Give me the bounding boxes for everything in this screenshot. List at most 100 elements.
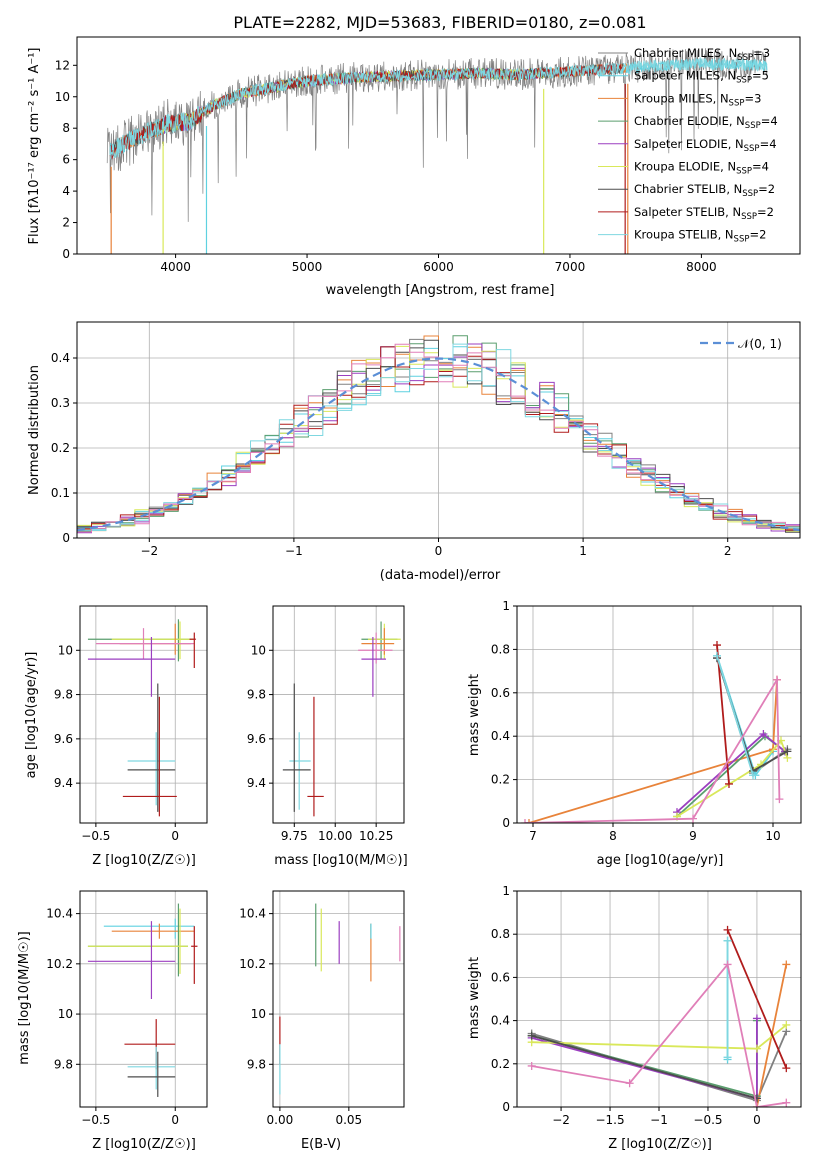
data-layer	[106, 48, 768, 254]
normal-reference-curve	[77, 357, 800, 532]
y-tick-label: 0.2	[51, 441, 70, 455]
spectrum-ylabel: Flux [fλ10⁻¹⁷ erg cm⁻² s⁻¹ A⁻¹]	[27, 48, 42, 245]
x-tick-label: −0.5	[81, 1113, 110, 1127]
mass-weight-vs-age-xlabel: age [log10(age/yr)]	[597, 853, 724, 868]
mass-weight-marker	[625, 1079, 634, 1088]
mass-weight-marker	[752, 1014, 761, 1023]
x-tick-label: 6000	[423, 260, 454, 274]
y-tick-label: 0.8	[491, 642, 510, 656]
mass-weight-marker	[521, 819, 529, 823]
legend-entry: Salpeter MILES, NSSP=5	[634, 69, 769, 86]
x-tick-label: 5000	[292, 260, 323, 274]
legend-entry: Kroupa STELIB, NSSP=2	[634, 228, 766, 245]
x-tick-label: 7	[529, 829, 537, 843]
x-tick-label: 0	[171, 829, 179, 843]
y-tick-label: 8	[62, 121, 70, 135]
y-tick-label: 0	[502, 816, 510, 830]
mass-weight-marker	[759, 730, 768, 739]
axes-frame	[79, 890, 208, 1108]
legend-entry: Salpeter ELODIE, NSSP=4	[634, 137, 777, 154]
legend-entry: Chabrier STELIB, NSSP=2	[634, 182, 775, 199]
histogram-series-9	[77, 343, 800, 533]
x-tick-label: 10.00	[318, 829, 352, 843]
mass-weight-marker	[725, 779, 733, 788]
mass-weight-vs-age-panel: 7 8 9 10 0 0.2 0.4 0.6 0.8 1	[491, 599, 802, 843]
mass-weight-line-2	[528, 679, 778, 823]
age-vs-Z-xlabel: Z [log10(Z/Z☉)]	[92, 853, 196, 868]
mass-vs-Z-panel: −0.5 0 9.8 10 10.2 10.4	[46, 890, 208, 1127]
mass-weight-marker	[749, 771, 757, 780]
mass-weight-marker	[782, 1098, 791, 1107]
mass-weight-line-6	[531, 1034, 758, 1100]
y-tick-label: 0.6	[491, 686, 510, 700]
data-layer	[279, 903, 401, 1095]
figure-title: PLATE=2282, MJD=53683, FIBERID=0180, z=0…	[233, 13, 646, 32]
mass-weight-line-9	[524, 676, 781, 823]
mass-weight-marker	[527, 1031, 536, 1040]
mass-weight-marker	[723, 925, 732, 934]
x-tick-label: 10	[765, 829, 780, 843]
x-tick-label: 10.25	[359, 829, 393, 843]
x-tick-label: −0.5	[81, 829, 110, 843]
x-tick-label: 0	[435, 544, 443, 558]
mass-weight-line-8	[716, 655, 754, 776]
mass-weight-line-5	[676, 738, 789, 818]
axes-frame	[272, 605, 405, 824]
data-layer	[527, 925, 791, 1107]
mass-weight-line-3	[531, 1020, 758, 1098]
spectrum-line-0	[106, 48, 768, 222]
x-tick-label: 1	[579, 544, 587, 558]
y-tick-label: 10.2	[46, 957, 73, 971]
y-tick-label: 2	[62, 216, 70, 230]
y-tick-label: 1	[502, 884, 510, 898]
mass-weight-marker	[752, 1103, 761, 1107]
y-tick-label: 0	[62, 531, 70, 545]
y-tick-label: 9.8	[54, 688, 73, 702]
mass-weight-marker	[723, 960, 732, 969]
x-tick-label: 2	[724, 544, 732, 558]
y-tick-label: 10.2	[239, 957, 266, 971]
x-tick-label: 0.05	[335, 1113, 362, 1127]
y-tick-label: 0.1	[51, 486, 70, 500]
mass-vs-Z-ylabel: mass [log10(M/M☉)]	[17, 931, 32, 1064]
data-layer	[521, 641, 792, 823]
x-tick-label: −1.5	[595, 1113, 624, 1127]
x-tick-label: 0.00	[267, 1113, 294, 1127]
y-tick-label: 4	[62, 184, 70, 198]
mass-weight-vs-Z-ylabel: mass weight	[467, 957, 482, 1039]
histogram-ylabel: Normed distribution	[27, 365, 42, 495]
mass-weight-marker	[525, 819, 533, 823]
y-tick-label: 10.4	[239, 907, 266, 921]
histogram-panel: −2 −1 0 1 200.10.20.30.4 (data-model)/error …	[27, 321, 801, 583]
y-tick-label: 10	[251, 643, 266, 657]
histogram-plot-area: −2 −1 0 1 2 0 0.1 0.2 0.3 0.4	[51, 321, 801, 558]
mass-weight-vs-Z-panel: −2 −1.5 −1 −0.5 0 0 0.2 0.4 0.6 0.8 1	[491, 884, 802, 1127]
mass-weight-marker	[782, 1020, 791, 1029]
x-tick-label: −0.5	[693, 1113, 722, 1127]
legend-entry: Chabrier ELODIE, NSSP=4	[634, 114, 778, 131]
y-tick-label: 10	[251, 1007, 266, 1021]
mass-weight-marker	[723, 1053, 732, 1062]
y-tick-label: 10	[58, 643, 73, 657]
y-tick-label: 0	[62, 247, 70, 261]
histogram-legend-label: 𝒩(0, 1)	[738, 337, 782, 351]
mass-weight-marker	[775, 795, 784, 804]
mass-vs-Z-xlabel: Z [log10(Z/Z☉)]	[92, 1137, 196, 1152]
y-tick-label: 0.6	[491, 970, 510, 984]
x-tick-label: −2	[552, 1113, 570, 1127]
y-tick-label: 0.4	[491, 1014, 510, 1028]
mass-vs-ebv-xlabel: E(B-V)	[301, 1137, 341, 1152]
mass-weight-line-7	[726, 929, 788, 1069]
y-tick-label: 0.2	[491, 1057, 510, 1071]
spectrum-xlabel: wavelength [Angstrom, rest frame]	[326, 283, 555, 298]
axes-frame	[79, 605, 208, 824]
axes-frame	[516, 605, 802, 824]
mass-weight-marker	[689, 814, 697, 823]
y-tick-label: 9.8	[247, 1057, 266, 1071]
legend-entry: Salpeter STELIB, NSSP=2	[634, 205, 774, 222]
y-tick-label: 9.4	[247, 776, 266, 790]
y-tick-label: 12	[55, 58, 70, 72]
mass-weight-marker	[713, 651, 721, 660]
mass-weight-marker	[527, 1061, 536, 1070]
age-vs-Z-ylabel: age [log10(age/yr)]	[24, 652, 39, 779]
